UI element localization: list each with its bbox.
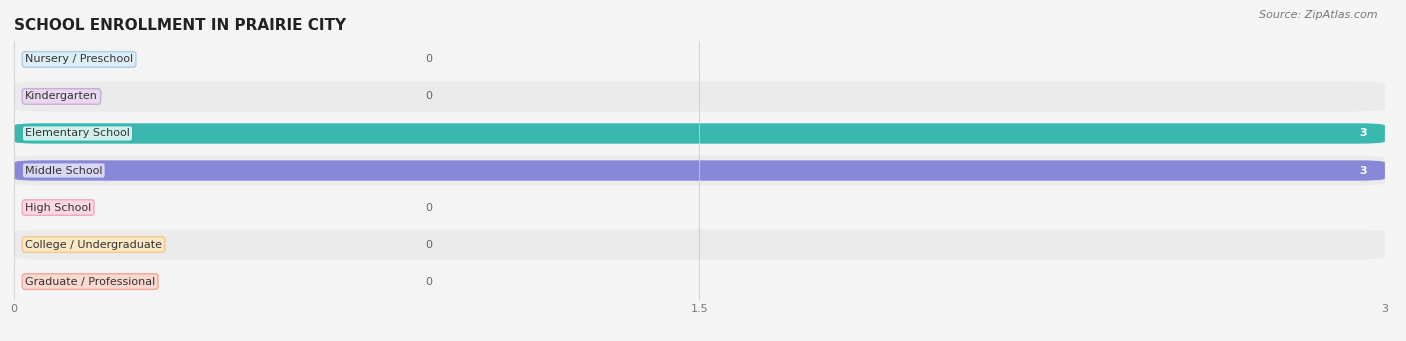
Text: Nursery / Preschool: Nursery / Preschool	[25, 55, 134, 64]
Text: 0: 0	[426, 91, 432, 102]
Text: SCHOOL ENROLLMENT IN PRAIRIE CITY: SCHOOL ENROLLMENT IN PRAIRIE CITY	[14, 18, 346, 33]
Text: 0: 0	[426, 55, 432, 64]
FancyBboxPatch shape	[14, 192, 1385, 223]
Text: Kindergarten: Kindergarten	[25, 91, 98, 102]
Text: 0: 0	[426, 239, 432, 250]
FancyBboxPatch shape	[14, 266, 1385, 297]
Text: Middle School: Middle School	[25, 165, 103, 176]
FancyBboxPatch shape	[14, 229, 1385, 260]
FancyBboxPatch shape	[14, 118, 1385, 149]
FancyBboxPatch shape	[14, 81, 1385, 112]
Text: 0: 0	[426, 203, 432, 212]
Text: Source: ZipAtlas.com: Source: ZipAtlas.com	[1260, 10, 1378, 20]
Text: Graduate / Professional: Graduate / Professional	[25, 277, 155, 286]
Text: 3: 3	[1360, 129, 1367, 138]
Text: 3: 3	[1360, 165, 1367, 176]
FancyBboxPatch shape	[14, 123, 1385, 144]
Text: 0: 0	[426, 277, 432, 286]
Text: High School: High School	[25, 203, 91, 212]
Text: College / Undergraduate: College / Undergraduate	[25, 239, 162, 250]
FancyBboxPatch shape	[14, 155, 1385, 186]
FancyBboxPatch shape	[14, 44, 1385, 75]
FancyBboxPatch shape	[14, 160, 1385, 181]
Text: Elementary School: Elementary School	[25, 129, 129, 138]
